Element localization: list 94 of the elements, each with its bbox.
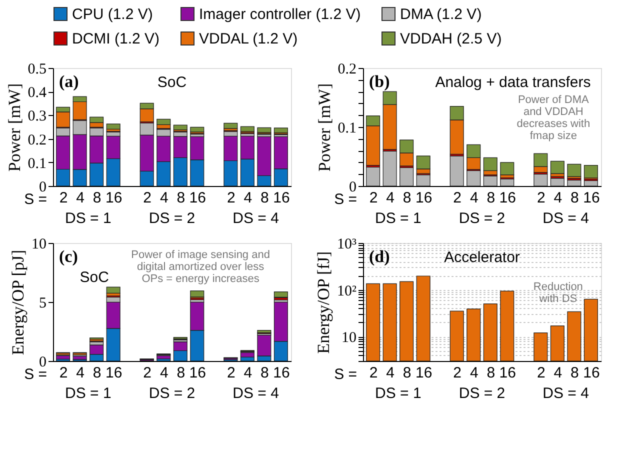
y-tick-label: 10² (337, 283, 357, 300)
text: DS = 1 (65, 210, 112, 227)
annotation: (c) (59, 247, 78, 266)
y-tick-label: 0.2 (28, 132, 46, 148)
x-tick-label: 2 (226, 364, 236, 382)
x-tick-label: 2 (226, 190, 236, 206)
annotation: (b) (369, 72, 390, 91)
x-tick-label: 8 (486, 364, 496, 382)
x-tick-label: 2 (369, 190, 378, 206)
x-tick-label: 4 (160, 364, 168, 382)
x-tick-label: 8 (570, 364, 579, 382)
legend-label: DCMI (1.2 V) (72, 30, 160, 48)
annotation: Power of DMA and VDDAH decreases with fmap size (516, 94, 590, 142)
x-tick-label: 4 (470, 190, 478, 206)
x-tick-label: 8 (260, 364, 269, 382)
annotation: Power of image sensing and digital amortized over less OPs = energy increases (131, 249, 270, 285)
x-tick-label: 4 (76, 190, 84, 206)
x-tick-label: 8 (402, 364, 412, 382)
y-tick-label: 10³ (337, 236, 357, 252)
x-tick-label: 4 (160, 190, 168, 206)
text: DS = 4 (232, 210, 279, 227)
x-tick-label: 4 (470, 364, 478, 382)
y-axis-title: Power [mW] (4, 83, 24, 172)
y-tick-label: 10 (32, 236, 46, 252)
x-tick-label: 16 (499, 190, 516, 206)
x-tick-label: 2 (536, 364, 546, 382)
y-tick-label: 0.4 (28, 85, 47, 102)
legend-label: VDDAH (2.5 V) (400, 30, 502, 48)
x-tick-label: 2 (59, 364, 68, 382)
x-tick-label: 16 (583, 364, 600, 382)
text: DS = 2 (458, 210, 506, 227)
x-tick-label: 16 (189, 364, 206, 382)
legend-label: DMA (1.2 V) (400, 6, 482, 23)
text: DS = 2 (148, 210, 196, 227)
x-tick-label: 2 (143, 190, 152, 206)
text: DS = 4 (542, 210, 589, 227)
x-tick-label: 16 (273, 364, 290, 382)
y-axis-title: Power [mW] (314, 83, 334, 172)
x-tick-label: 8 (176, 190, 186, 206)
x-tick-label: 2 (369, 364, 378, 382)
y-axis-title: Energy/OP [pJ] (8, 250, 28, 356)
x-tick-label: 16 (415, 190, 432, 206)
y-tick-label: 5 (39, 296, 46, 312)
annotation: Reduction with DS (533, 281, 583, 305)
x-tick-label: 8 (176, 364, 186, 382)
x-tick-label: 16 (583, 190, 600, 206)
y-tick-label: 0.1 (28, 156, 46, 172)
chart-title: Analog + data transfers (435, 74, 591, 91)
x-tick-label: 2 (453, 190, 462, 206)
text: DS = 2 (148, 385, 196, 402)
x-tick-label: 4 (386, 364, 394, 382)
text: DS = 4 (542, 385, 589, 402)
chart-title: SoC (157, 74, 187, 91)
y-tick-label: 10 (342, 330, 356, 346)
text: SoC (80, 269, 110, 286)
text: DS = 2 (458, 385, 506, 402)
text: DS = 1 (375, 210, 422, 227)
x-tick-label: 16 (105, 364, 122, 382)
chart-title: Accelerator (444, 249, 520, 266)
x-tick-label: 4 (244, 190, 252, 206)
x-tick-label: 4 (554, 364, 562, 382)
annotation: (a) (59, 72, 79, 91)
y-axis-title: Energy/OP [fJ] (314, 251, 334, 354)
legend-label: Imager controller (1.2 V) (199, 6, 361, 23)
x-tick-label: 8 (486, 190, 496, 206)
x-tick-label: 8 (402, 190, 412, 206)
x-tick-label: 16 (499, 364, 516, 382)
y-tick-label: 0.3 (28, 108, 46, 125)
text: S = (334, 366, 358, 383)
x-tick-label: 16 (189, 190, 206, 206)
y-tick-label: 0.2 (338, 62, 356, 78)
x-tick-label: 4 (244, 364, 252, 382)
x-tick-label: 8 (570, 190, 579, 206)
legend-label: CPU (1.2 V) (72, 6, 153, 23)
y-tick-label: 0.1 (338, 120, 356, 136)
x-tick-label: 16 (415, 364, 432, 382)
x-tick-label: 16 (105, 190, 122, 206)
x-tick-label: 4 (386, 190, 394, 206)
x-tick-label: 2 (59, 190, 68, 206)
legend-label: VDDAL (1.2 V) (199, 30, 298, 48)
text: DS = 1 (65, 385, 112, 402)
x-tick-label: 4 (554, 190, 562, 206)
x-tick-label: 8 (260, 190, 269, 206)
y-tick-label: 0.5 (28, 62, 46, 78)
x-tick-label: 8 (92, 364, 102, 382)
x-tick-label: 4 (76, 364, 84, 382)
text: DS = 4 (232, 385, 279, 402)
x-tick-label: 8 (92, 190, 102, 206)
x-tick-label: 2 (143, 364, 152, 382)
x-tick-label: 2 (536, 190, 546, 206)
x-tick-label: 16 (273, 190, 290, 206)
annotation: (d) (369, 247, 390, 266)
x-tick-label: 2 (453, 364, 462, 382)
text: DS = 1 (375, 385, 422, 402)
